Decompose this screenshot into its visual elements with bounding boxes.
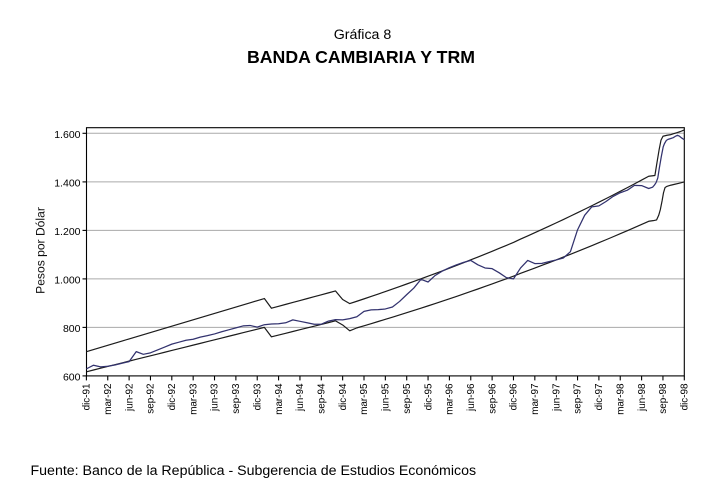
svg-text:dic-94: dic-94 [338, 383, 349, 410]
svg-text:sep-98: sep-98 [658, 383, 669, 414]
svg-text:sep-96: sep-96 [487, 383, 498, 414]
svg-text:dic-92: dic-92 [167, 384, 178, 411]
svg-text:1.400: 1.400 [54, 178, 80, 190]
svg-text:sep-95: sep-95 [402, 383, 413, 414]
svg-text:1.200: 1.200 [54, 226, 80, 238]
svg-text:mar-97: mar-97 [530, 384, 541, 415]
svg-text:dic-98: dic-98 [680, 383, 691, 410]
svg-text:jun-98: jun-98 [637, 383, 648, 412]
svg-text:mar-98: mar-98 [615, 383, 626, 415]
svg-text:jun-92: jun-92 [124, 384, 135, 412]
svg-text:mar-95: mar-95 [359, 383, 370, 415]
svg-text:mar-93: mar-93 [188, 383, 199, 415]
svg-text:800: 800 [63, 323, 81, 335]
svg-text:600: 600 [63, 372, 81, 384]
svg-text:sep-92: sep-92 [146, 384, 157, 414]
svg-text:dic-97: dic-97 [594, 384, 605, 411]
svg-text:jun-93: jun-93 [210, 383, 221, 412]
svg-text:jun-95: jun-95 [381, 383, 392, 412]
svg-text:dic-93: dic-93 [252, 383, 263, 410]
svg-text:mar-94: mar-94 [274, 383, 285, 415]
svg-text:dic-95: dic-95 [423, 383, 434, 410]
svg-text:BANDA CAMBIARIA Y TRM: BANDA CAMBIARIA Y TRM [247, 47, 475, 67]
svg-text:Fuente: Banco de la República: Fuente: Banco de la República - Subgeren… [31, 463, 477, 479]
svg-text:Pesos por Dólar: Pesos por Dólar [33, 207, 47, 294]
svg-text:mar-96: mar-96 [445, 383, 456, 415]
svg-text:sep-97: sep-97 [573, 384, 584, 414]
svg-text:1.600: 1.600 [54, 129, 80, 141]
svg-text:jun-97: jun-97 [551, 384, 562, 412]
svg-text:dic-91: dic-91 [82, 383, 93, 410]
svg-text:jun-96: jun-96 [466, 383, 477, 412]
svg-text:dic-96: dic-96 [509, 383, 520, 410]
svg-text:mar-92: mar-92 [103, 384, 114, 415]
svg-text:sep-93: sep-93 [231, 383, 242, 414]
svg-text:sep-94: sep-94 [317, 383, 328, 414]
svg-text:Gráfica 8: Gráfica 8 [334, 27, 392, 43]
svg-text:jun-94: jun-94 [295, 383, 306, 412]
svg-text:1.000: 1.000 [54, 275, 80, 287]
